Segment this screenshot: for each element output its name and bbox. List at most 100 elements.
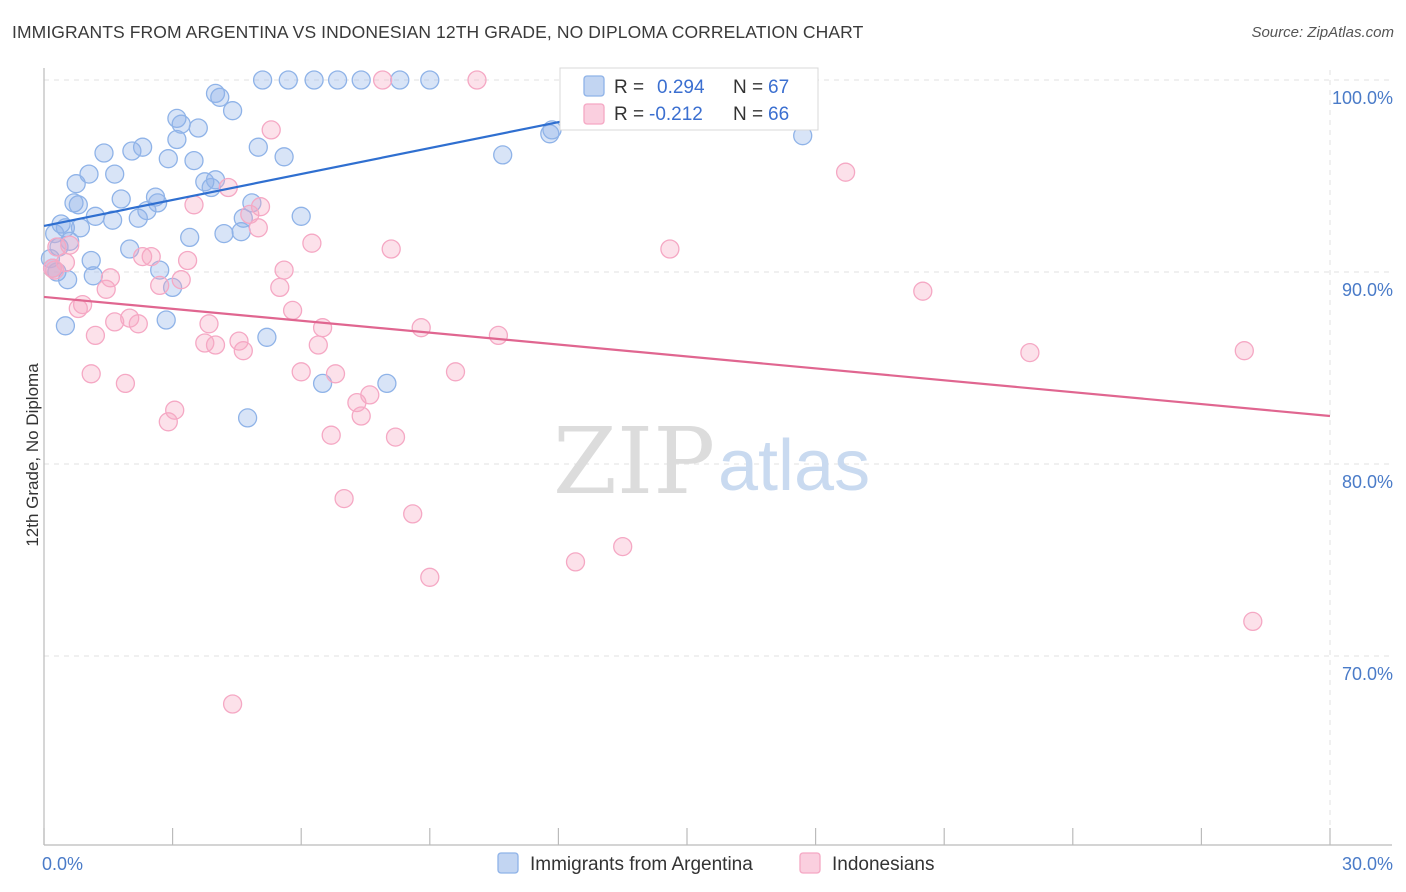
point-indonesians-10 [100, 268, 121, 288]
series-legend-swatch-argentina [497, 852, 519, 874]
point-indonesians-61 [1020, 342, 1040, 363]
point-argentina-38 [188, 118, 208, 138]
x-tick-label-1: 30.0% [1342, 854, 1393, 874]
series-legend: Immigrants from Argentina Indonesians [497, 852, 934, 875]
point-argentina-52 [257, 327, 277, 347]
data-points [40, 70, 1263, 714]
series-legend-label-argentina: Immigrants from Argentina [530, 854, 753, 875]
point-argentina-60 [377, 373, 397, 394]
watermark-atlas: atlas [718, 426, 870, 506]
legend-n-label-2: N = [733, 104, 763, 125]
point-indonesians-18 [158, 412, 178, 432]
y-tick-label-2: 80.0% [1342, 472, 1393, 492]
series-legend-swatch-indonesians [799, 852, 821, 874]
point-argentina-48 [237, 408, 258, 428]
point-indonesians-63 [1243, 611, 1263, 632]
legend-r-value-1: 0.294 [657, 77, 705, 98]
point-indonesians-48 [381, 239, 401, 259]
point-indonesians-7 [81, 364, 101, 384]
point-argentina-45 [222, 101, 243, 121]
legend-swatch-argentina [583, 75, 605, 97]
point-indonesians-9 [96, 279, 116, 299]
point-indonesians-28 [229, 331, 249, 351]
point-argentina-37 [184, 150, 204, 171]
point-indonesians-51 [411, 318, 431, 338]
point-argentina-31 [158, 149, 178, 169]
point-indonesians-3 [55, 252, 76, 273]
legend-r-label-2: R = [614, 104, 644, 125]
point-argentina-7 [55, 316, 76, 336]
point-argentina-36 [180, 227, 200, 248]
point-indonesians-4 [60, 235, 80, 255]
point-indonesians-56 [565, 552, 586, 572]
point-indonesians-59 [835, 162, 856, 182]
point-indonesians-52 [420, 567, 440, 587]
point-indonesians-38 [302, 233, 322, 253]
point-indonesians-36 [282, 300, 303, 321]
point-argentina-43 [210, 87, 230, 107]
point-argentina-50 [248, 137, 268, 157]
y-tick-label-1: 90.0% [1342, 280, 1393, 300]
legend-n-value-2: 66 [768, 104, 789, 125]
legend-r-label-1: R = [614, 77, 644, 98]
point-indonesians-39 [308, 335, 328, 355]
point-argentina-11 [66, 174, 86, 194]
point-indonesians-17 [150, 275, 170, 296]
point-argentina-21 [111, 189, 131, 209]
point-indonesians-42 [325, 364, 346, 384]
point-indonesians-49 [385, 427, 406, 447]
point-indonesians-6 [72, 294, 93, 315]
point-argentina-62 [420, 70, 440, 90]
point-indonesians-34 [270, 277, 290, 298]
point-indonesians-57 [613, 536, 633, 557]
point-argentina-54 [278, 70, 298, 90]
axes [43, 68, 1392, 846]
point-indonesians-20 [171, 270, 191, 290]
x-tick-labels: 0.0% 30.0% [42, 854, 1393, 874]
point-indonesians-45 [351, 406, 371, 426]
point-indonesians-55 [488, 325, 509, 346]
legend-r-value-2: -0.212 [649, 104, 703, 125]
point-indonesians-62 [1234, 341, 1254, 361]
point-argentina-13 [70, 218, 91, 238]
point-argentina-25 [132, 137, 153, 157]
point-indonesians-12 [115, 373, 136, 394]
point-argentina-18 [94, 143, 114, 163]
source-label: Source: ZipAtlas.com [1251, 24, 1394, 41]
x-tick-label-0: 0.0% [42, 854, 83, 874]
point-indonesians-21 [177, 250, 198, 271]
legend-swatch-indonesians [583, 103, 605, 125]
point-indonesians-19 [165, 400, 185, 420]
y-tick-label-3: 70.0% [1342, 664, 1393, 684]
point-argentina-15 [81, 250, 101, 271]
point-indonesians-16 [141, 246, 161, 267]
point-indonesians-29 [233, 341, 253, 361]
watermark-zip: ZIP [553, 408, 715, 515]
point-argentina-20 [105, 164, 125, 184]
point-indonesians-24 [199, 314, 219, 334]
point-indonesians-53 [445, 362, 466, 382]
legend-n-value-1: 67 [768, 77, 789, 98]
stats-legend: R = 0.294 N = 67 R = -0.212 N = 66 [559, 67, 819, 131]
point-indonesians-31 [248, 218, 268, 238]
watermark: ZIP atlas [553, 408, 870, 515]
point-argentina-51 [252, 70, 273, 90]
point-indonesians-41 [321, 425, 341, 445]
point-argentina-63 [493, 145, 513, 165]
point-indonesians-46 [360, 385, 380, 405]
series-legend-label-indonesians: Indonesians [832, 854, 934, 875]
point-argentina-55 [291, 206, 311, 226]
trend-line-indonesians [43, 295, 1331, 418]
point-argentina-30 [156, 310, 176, 330]
point-argentina-57 [312, 373, 333, 394]
point-indonesians-25 [205, 335, 226, 355]
point-argentina-61 [390, 70, 410, 90]
point-indonesians-35 [274, 260, 294, 280]
point-argentina-35 [171, 114, 191, 134]
y-tick-labels: 100.0% 90.0% 80.0% 70.0% [1332, 88, 1393, 684]
point-indonesians-33 [261, 120, 281, 140]
chart-title: IMMIGRANTS FROM ARGENTINA VS INDONESIAN … [12, 22, 864, 42]
point-indonesians-37 [291, 362, 311, 382]
point-indonesians-58 [660, 239, 680, 259]
y-tick-label-0: 100.0% [1332, 88, 1393, 108]
